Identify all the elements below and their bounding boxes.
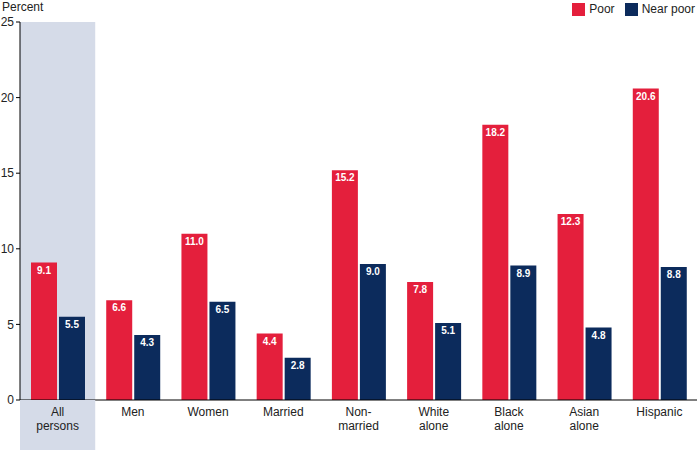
svg-text:11.0: 11.0 <box>185 236 204 247</box>
svg-text:25: 25 <box>1 15 15 29</box>
svg-text:Non-married: Non-married <box>338 405 379 433</box>
svg-text:2.8: 2.8 <box>291 360 305 371</box>
svg-text:7.8: 7.8 <box>413 284 427 295</box>
svg-text:8.8: 8.8 <box>667 269 681 280</box>
svg-text:5.5: 5.5 <box>65 319 79 330</box>
svg-text:5: 5 <box>7 318 14 332</box>
svg-text:4.3: 4.3 <box>140 337 154 348</box>
svg-text:10: 10 <box>1 242 15 256</box>
svg-text:8.9: 8.9 <box>516 268 530 279</box>
svg-text:15.2: 15.2 <box>335 172 355 183</box>
svg-text:6.5: 6.5 <box>215 304 229 315</box>
svg-text:4.8: 4.8 <box>592 330 606 341</box>
svg-text:4.4: 4.4 <box>263 336 277 347</box>
svg-text:15: 15 <box>1 166 15 180</box>
svg-text:Asianalone: Asianalone <box>569 405 599 433</box>
html-text:Percent: Percent <box>2 0 44 14</box>
svg-text:20: 20 <box>1 91 15 105</box>
svg-text:Hispanic: Hispanic <box>636 405 682 419</box>
svg-text:18.2: 18.2 <box>486 127 506 138</box>
svg-text:6.6: 6.6 <box>112 302 126 313</box>
svg-text:0: 0 <box>7 393 14 407</box>
svg-text:Married: Married <box>263 405 304 419</box>
svg-text:Allpersons: Allpersons <box>36 405 79 433</box>
svg-text:Men: Men <box>121 405 144 419</box>
svg-text:20.6: 20.6 <box>636 91 656 102</box>
svg-text:12.3: 12.3 <box>561 216 581 227</box>
svg-text:5.1: 5.1 <box>441 325 455 336</box>
svg-text:Whitealone: Whitealone <box>418 405 449 433</box>
svg-text:Blackalone: Blackalone <box>494 405 524 433</box>
html-text:Poor: Poor <box>589 2 615 16</box>
svg-text:9.0: 9.0 <box>366 266 380 277</box>
svg-text:9.1: 9.1 <box>37 265 51 276</box>
svg-text:Women: Women <box>187 405 228 419</box>
html-text:Near poor: Near poor <box>641 2 695 16</box>
